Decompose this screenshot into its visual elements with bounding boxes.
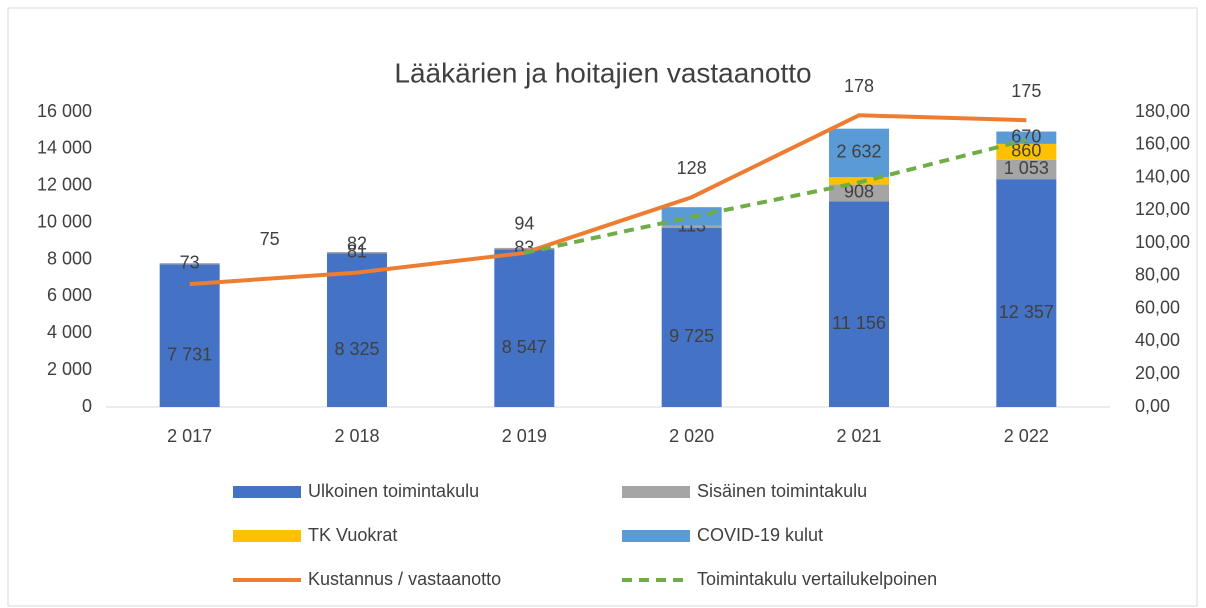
y2-tick-label: 140,00 [1135,166,1190,186]
bar-segment [327,253,387,407]
legend-label: TK Vuokrat [308,525,397,545]
data-label: 860 [1011,141,1041,161]
line-label: 75 [260,229,280,249]
line-label: 175 [1011,81,1041,101]
legend-label: Toimintakulu vertailukelpoinen [697,569,937,589]
data-label: 670 [1011,126,1041,146]
y2-tick-label: 120,00 [1135,199,1190,219]
x-tick-label: 2 022 [1004,426,1049,446]
chart-title: Lääkärien ja hoitajien vastaanotto [394,57,811,88]
legend-swatch [233,530,301,542]
y2-tick-label: 80,00 [1135,265,1180,285]
bar-segment [494,249,555,407]
data-label: 2 632 [836,142,881,162]
line-label: 128 [677,158,707,178]
x-tick-label: 2 021 [836,426,881,446]
legend-swatch [622,486,690,498]
data-label: 8 547 [502,337,547,357]
data-label: 8 325 [334,339,379,359]
bar-segment [829,201,889,407]
y-tick-label: 12 000 [37,175,92,195]
bar-segment [996,131,1057,144]
line-series [523,137,1027,255]
data-label: 9 725 [669,326,714,346]
y-tick-label: 14 000 [37,138,92,158]
bar-segment [661,227,722,407]
line-series [189,113,1027,287]
x-tick-label: 2 018 [334,426,379,446]
data-label: 7 731 [167,344,212,364]
legend-label: Kustannus / vastaanotto [308,569,501,589]
data-label: 73 [180,253,200,273]
x-tick-label: 2 017 [167,426,212,446]
legend-label: COVID-19 kulut [697,525,823,545]
data-label: 11 156 [832,313,886,333]
bar-segment [996,159,1057,180]
y2-tick-label: 0,00 [1135,396,1170,416]
bar-segment [494,247,555,250]
y-tick-label: 16 000 [37,101,92,121]
bar-segment [996,143,1057,160]
bar-segment [661,225,722,228]
bar-segment [829,128,889,178]
bar-segment [159,264,220,407]
bar-segment [996,179,1057,407]
x-tick-label: 2 019 [502,426,547,446]
y-tick-label: 2 000 [47,359,92,379]
y-tick-label: 4 000 [47,322,92,342]
legend-swatch [233,486,301,498]
y2-tick-label: 180,00 [1135,101,1190,121]
data-label: 1 053 [1004,158,1049,178]
bar-segment [829,184,889,202]
y-tick-label: 6 000 [47,285,92,305]
legend-label: Ulkoinen toimintakulu [308,481,479,501]
y2-tick-label: 160,00 [1135,134,1190,154]
y2-tick-label: 40,00 [1135,330,1180,350]
line-label: 82 [347,233,367,253]
x-tick-label: 2 020 [669,426,714,446]
y-tick-label: 8 000 [47,248,92,268]
bar-segment [159,263,220,265]
bar-segment [327,252,387,254]
legend-swatch [622,530,690,542]
line-label: 94 [514,214,534,234]
legend-label: Sisäinen toimintakulu [697,481,867,501]
y-tick-label: 10 000 [37,211,92,231]
y2-tick-label: 100,00 [1135,232,1190,252]
line-label: 178 [844,76,874,96]
data-label: 908 [844,182,874,202]
data-label: 12 357 [999,302,1054,322]
y2-tick-label: 20,00 [1135,363,1180,383]
data-label: 81 [347,242,367,262]
y-tick-label: 0 [82,396,92,416]
y2-tick-label: 60,00 [1135,297,1180,317]
